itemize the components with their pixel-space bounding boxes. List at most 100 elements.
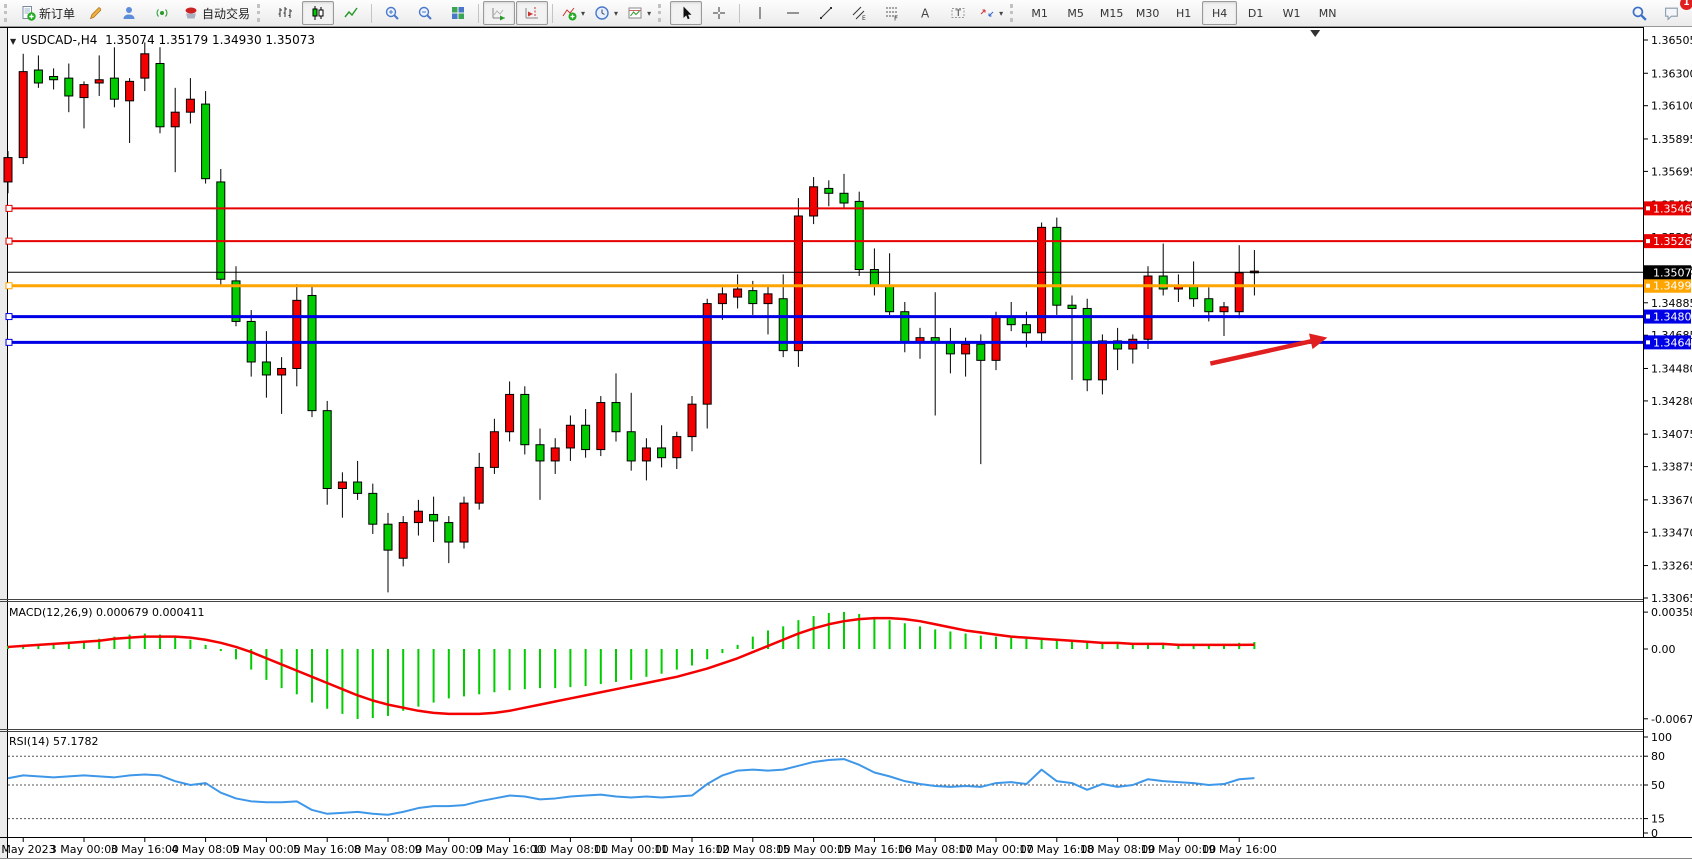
candle-body: [94, 79, 104, 84]
chart-shift-button[interactable]: [516, 1, 549, 25]
toolbar-grip[interactable]: [257, 4, 265, 22]
timeframe-h4[interactable]: H4: [1202, 1, 1238, 25]
timeframe-mn[interactable]: MN: [1318, 6, 1337, 20]
time-axis-label: 5 May 00:00: [232, 843, 300, 856]
templates-icon: [627, 5, 643, 21]
candle-body: [277, 367, 287, 376]
channel-button[interactable]: E: [843, 1, 875, 25]
candle-body: [565, 424, 575, 449]
panel-separators[interactable]: [0, 599, 1692, 732]
crosshair-icon: [711, 5, 727, 21]
candle-body: [885, 285, 895, 313]
candle-body: [535, 444, 545, 462]
axis-tick-label: 1.34075: [1651, 428, 1692, 441]
svg-text:A: A: [921, 7, 930, 21]
highlighter-button[interactable]: [80, 1, 112, 25]
candle-body: [1097, 340, 1107, 381]
candle-body: [945, 342, 955, 355]
indicators-button[interactable]: ▾: [557, 1, 589, 25]
candle-body: [702, 303, 712, 405]
tile-windows-icon: [450, 5, 466, 21]
candle-body: [626, 431, 636, 462]
timeframe-m1[interactable]: M1: [1031, 6, 1048, 20]
signals-button[interactable]: [146, 1, 178, 25]
line-chart-button[interactable]: [335, 1, 367, 25]
search-button[interactable]: [1623, 1, 1655, 25]
candle-body: [717, 293, 727, 305]
candle-body: [49, 75, 59, 81]
hline-handle[interactable]: [5, 338, 13, 346]
trendline-button[interactable]: [810, 1, 842, 25]
arrow-annotation[interactable]: [1209, 333, 1328, 366]
auto-scroll-button[interactable]: [483, 1, 516, 25]
candle-body: [550, 447, 560, 462]
candle-body: [33, 69, 43, 84]
tile-windows-button[interactable]: [442, 1, 474, 25]
time-axis-label: 16 May 08:00: [897, 843, 972, 856]
time-axis-label: 10 May 08:00: [533, 843, 608, 856]
candle-body: [763, 293, 773, 305]
candle-body: [231, 280, 241, 322]
vertical-line-button[interactable]: [744, 1, 776, 25]
toolbar-grip[interactable]: [658, 4, 666, 22]
crosshair-button[interactable]: [703, 1, 735, 25]
axis-tick-label: 1.33265: [1651, 560, 1692, 573]
time-axis-label: 15 May 00:00: [776, 843, 851, 856]
text-label-button[interactable]: T: [942, 1, 974, 25]
templates-button[interactable]: ▾: [623, 1, 655, 25]
hline-handle[interactable]: [5, 313, 13, 321]
chart-canvas[interactable]: 1.36505 1.36300 1.36100 1.35895 1.35695 1.354…: [0, 27, 1692, 859]
time-axis-label: 3 May 16:00: [111, 843, 179, 856]
candle-body: [1082, 307, 1092, 381]
publisher-button[interactable]: [113, 1, 145, 25]
axis-tick-label: 1.35695: [1651, 165, 1692, 178]
toolbar-grip[interactable]: [1010, 4, 1018, 22]
arrow-head[interactable]: [1309, 333, 1328, 350]
candlestick-chart-button[interactable]: [302, 1, 335, 25]
toolbar-grip[interactable]: [4, 4, 12, 22]
chart-shift-marker[interactable]: [1310, 30, 1321, 37]
hline-handle[interactable]: [5, 204, 13, 212]
cursor-button[interactable]: [670, 1, 703, 25]
candle-body: [170, 111, 180, 128]
candle-body: [1143, 275, 1153, 340]
periods-button[interactable]: ▾: [590, 1, 622, 25]
candle-body: [839, 192, 849, 204]
horizontal-line-button[interactable]: [777, 1, 809, 25]
candle-body: [793, 215, 803, 352]
zoom-out-button[interactable]: [409, 1, 441, 25]
hline-handle[interactable]: [5, 282, 13, 290]
indicators-icon: [561, 5, 577, 21]
candle-body: [687, 403, 697, 438]
timeframe-m5[interactable]: M5: [1067, 6, 1084, 20]
time-axis-label: 18 May 08:00: [1080, 843, 1155, 856]
price-label: 1.35265: [1644, 234, 1692, 249]
text-button[interactable]: A: [909, 1, 941, 25]
fibonacci-button[interactable]: F: [876, 1, 908, 25]
timeframe-h1[interactable]: H1: [1175, 6, 1192, 20]
candle-body: [1189, 285, 1199, 300]
auto-trading-button[interactable]: 自动交易: [179, 1, 254, 25]
hline-handle[interactable]: [5, 237, 13, 245]
horizontal-line-objects[interactable]: [5, 204, 1643, 346]
auto-scroll-icon: [491, 5, 507, 21]
candle-body: [216, 181, 226, 280]
new-order-icon: [20, 5, 36, 21]
chart-window: 1.36505 1.36300 1.36100 1.35895 1.35695 1.354…: [0, 27, 1692, 859]
timeframe-m15[interactable]: M15: [1099, 6, 1124, 20]
new-order-label: 新订单: [39, 6, 76, 21]
notifications-button[interactable]: 1: [1656, 0, 1692, 25]
svg-text:F: F: [894, 15, 898, 22]
candle-body: [125, 80, 135, 102]
candle-body: [778, 298, 788, 352]
timeframe-w1[interactable]: W1: [1282, 6, 1301, 20]
bar-chart-button[interactable]: [269, 1, 301, 25]
new-order-button[interactable]: 新订单: [16, 1, 79, 25]
arrow-shaft[interactable]: [1209, 338, 1315, 366]
timeframe-d1[interactable]: D1: [1247, 6, 1264, 20]
horizontal-line-icon: [785, 5, 801, 21]
shapes-button[interactable]: ▾: [975, 1, 1007, 25]
zoom-in-button[interactable]: [376, 1, 408, 25]
timeframe-m30[interactable]: M30: [1135, 6, 1160, 20]
